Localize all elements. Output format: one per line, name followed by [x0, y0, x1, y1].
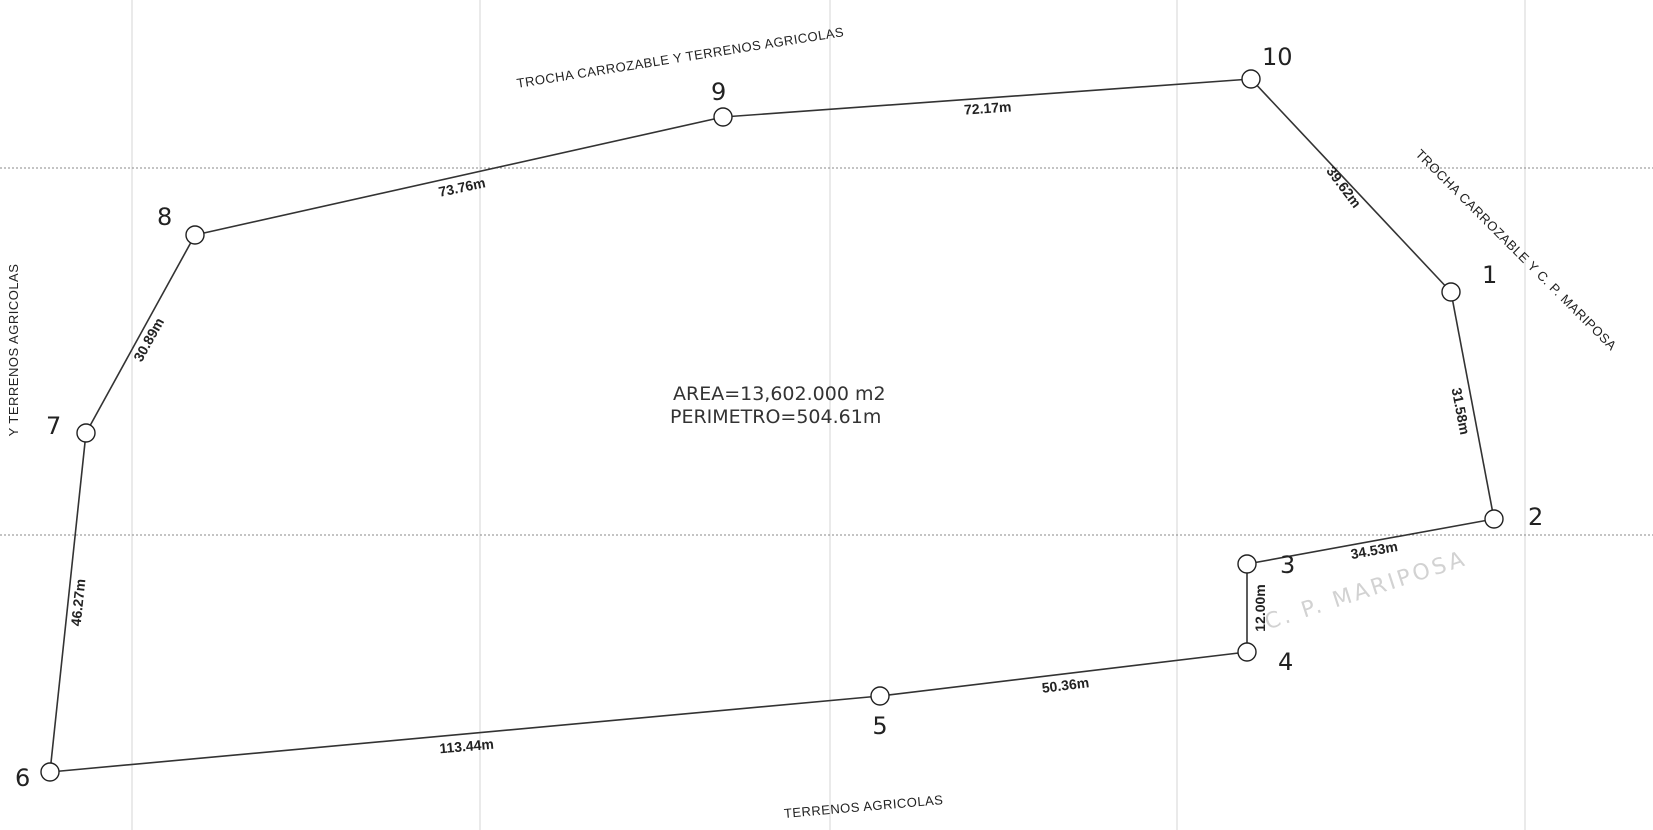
edge-9-10 [722, 78, 1252, 118]
distance-label-7-8: 30.89m [130, 315, 167, 364]
distance-label-4-5: 50.36m [1041, 674, 1090, 696]
vertex-label-1: 1 [1482, 261, 1497, 289]
boundary-label-east: TROCHA CARROZABLE Y C. P. MARIPOSA [1413, 146, 1620, 353]
vertex-marker-4 [1237, 642, 1257, 662]
vertex-marker-5 [870, 686, 890, 706]
vertex-label-9: 9 [711, 78, 726, 106]
edge-4-5 [879, 651, 1248, 697]
edge-2-3 [1246, 518, 1495, 565]
vertex-label-5: 5 [872, 712, 887, 740]
vertex-label-2: 2 [1528, 503, 1543, 531]
lot-boundary [49, 78, 1495, 773]
vertex-marker-8 [185, 225, 205, 245]
edge-5-6 [49, 695, 881, 773]
perimeter-text: PERIMETRO=504.61m [670, 406, 881, 428]
grid-horizontal [0, 167, 1653, 536]
boundary-label-south: TERRENOS AGRICOLAS [783, 792, 944, 821]
boundary-label-west: Y TERRENOS AGRICOLAS [6, 264, 21, 437]
vertex-marker-6 [40, 762, 60, 782]
vertex-labels: 1 2 3 4 5 6 7 8 9 10 [15, 43, 1543, 792]
vertex-label-7: 7 [46, 412, 61, 440]
area-text: AREA=13,602.000 m2 [673, 383, 886, 405]
distance-label-10-1: 39.62m [1323, 163, 1364, 211]
boundary-label-north: TROCHA CARROZABLE Y TERRENOS AGRICOLAS [516, 24, 845, 91]
vertex-markers [40, 69, 1504, 782]
edge-1-2 [1450, 291, 1495, 520]
vertex-label-6: 6 [15, 764, 30, 792]
grid-vertical [131, 0, 1526, 830]
vertex-label-10: 10 [1262, 43, 1293, 71]
vertex-label-3: 3 [1280, 551, 1295, 579]
edge-8-9 [194, 116, 724, 236]
vertex-label-8: 8 [157, 203, 172, 231]
edge-6-7 [49, 432, 87, 773]
area-summary: AREA=13,602.000 m2 PERIMETRO=504.61m [670, 383, 886, 428]
distance-label-9-10: 72.17m [963, 98, 1011, 117]
vertex-marker-3 [1237, 554, 1257, 574]
distance-label-5-6: 113.44m [439, 736, 495, 757]
distance-label-2-3: 34.53m [1349, 538, 1399, 562]
vertex-marker-7 [76, 423, 96, 443]
vertex-marker-1 [1441, 282, 1461, 302]
distance-label-6-7: 46.27m [68, 578, 89, 627]
distance-label-8-9: 73.76m [437, 174, 487, 200]
vertex-marker-9 [713, 107, 733, 127]
distance-label-3-4: 12.00m [1252, 584, 1268, 631]
edge-10-1 [1250, 78, 1452, 293]
edge-7-8 [85, 234, 196, 434]
vertex-marker-10 [1241, 69, 1261, 89]
vertex-marker-2 [1484, 509, 1504, 529]
vertex-label-4: 4 [1278, 648, 1293, 676]
